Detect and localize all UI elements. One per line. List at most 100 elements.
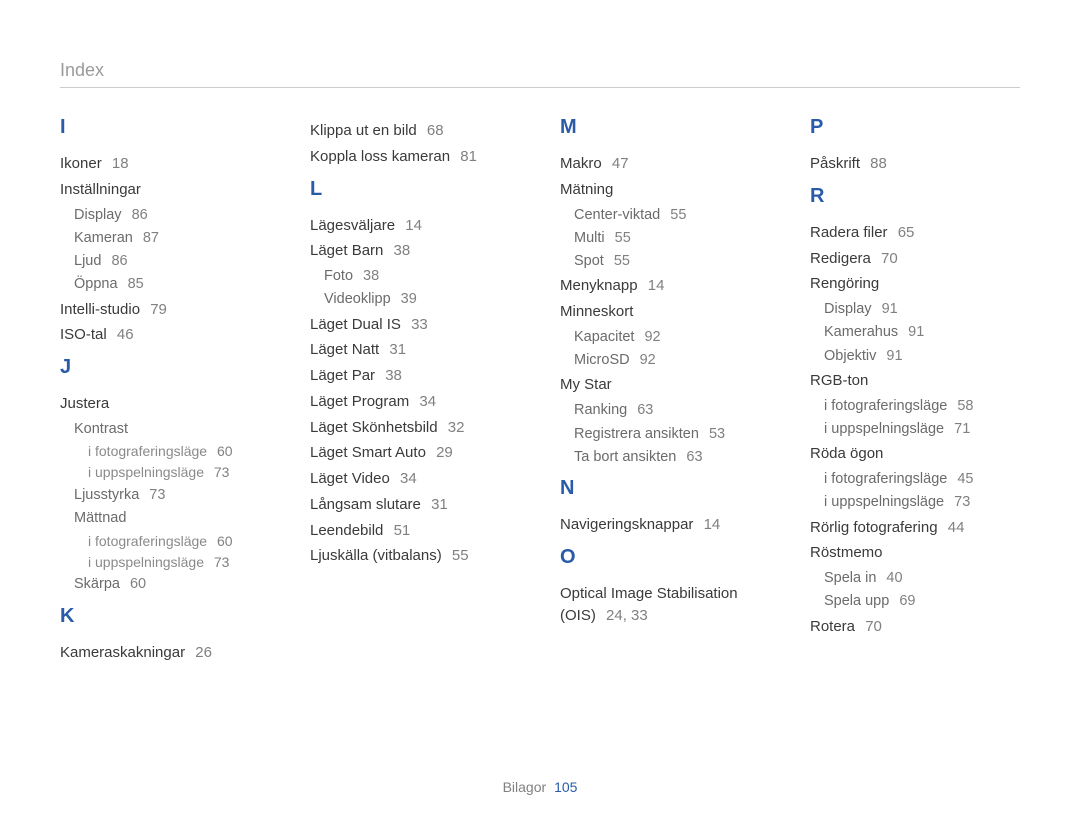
- index-entry[interactable]: i fotograferingsläge 45: [824, 469, 1020, 489]
- index-entry-page: 60: [126, 576, 146, 592]
- index-entry[interactable]: My Star: [560, 374, 770, 396]
- index-entry[interactable]: Läget Dual IS 33: [310, 314, 520, 336]
- index-entry-page: 44: [944, 519, 965, 536]
- index-entry[interactable]: Rörlig fotografering 44: [810, 517, 1020, 539]
- index-entry-label: Skärpa: [74, 576, 120, 592]
- index-entry-label: i uppspelningsläge: [824, 421, 944, 437]
- index-entry[interactable]: i uppspelningsläge 73: [824, 492, 1020, 512]
- index-entry[interactable]: Rengöring: [810, 273, 1020, 295]
- index-entry[interactable]: Läget Skönhetsbild 32: [310, 417, 520, 439]
- index-entry[interactable]: Spela in 40: [824, 568, 1020, 588]
- index-entry-page: 73: [145, 487, 165, 503]
- index-entry[interactable]: Läget Video 34: [310, 468, 520, 490]
- index-entry[interactable]: Ikoner 18: [60, 153, 270, 175]
- index-entry[interactable]: Kameran 87: [74, 228, 270, 248]
- index-entry[interactable]: i fotograferingsläge 60: [88, 532, 270, 551]
- index-entry[interactable]: Display 86: [74, 205, 270, 225]
- index-entry[interactable]: Skärpa 60: [74, 574, 270, 594]
- index-entry[interactable]: Ljud 86: [74, 251, 270, 271]
- index-entry-label: Ranking: [574, 402, 627, 418]
- index-entry[interactable]: Intelli-studio 79: [60, 299, 270, 321]
- index-entry[interactable]: Kameraskakningar 26: [60, 642, 270, 664]
- index-entry-page: 38: [389, 242, 410, 259]
- index-column: IIkoner 18InställningarDisplay 86Kameran…: [60, 116, 270, 667]
- index-entry[interactable]: Spot 55: [574, 251, 770, 271]
- index-letter-heading: R: [810, 185, 1020, 208]
- index-entry[interactable]: i uppspelningsläge 71: [824, 419, 1020, 439]
- index-entry[interactable]: Makro 47: [560, 153, 770, 175]
- index-entry-page: 31: [427, 496, 448, 513]
- index-entry[interactable]: Kontrast: [74, 419, 270, 439]
- index-entry[interactable]: Objektiv 91: [824, 346, 1020, 366]
- index-entry-label: Kameran: [74, 230, 133, 246]
- index-entry[interactable]: Kamerahus 91: [824, 322, 1020, 342]
- index-page: Index IIkoner 18InställningarDisplay 86K…: [0, 0, 1080, 815]
- index-entry[interactable]: Display 91: [824, 299, 1020, 319]
- index-entry[interactable]: Minneskort: [560, 301, 770, 323]
- index-entry[interactable]: Klippa ut en bild 68: [310, 120, 520, 142]
- index-entry[interactable]: Koppla loss kameran 81: [310, 146, 520, 168]
- index-entry[interactable]: Röda ögon: [810, 443, 1020, 465]
- index-entry-label: Rengöring: [810, 275, 879, 292]
- index-entry[interactable]: Läget Par 38: [310, 365, 520, 387]
- index-entry-label: i fotograferingsläge: [88, 533, 207, 549]
- index-entry-label: MicroSD: [574, 352, 630, 368]
- index-entry[interactable]: MicroSD 92: [574, 350, 770, 370]
- index-entry-label: Ljud: [74, 253, 101, 269]
- index-entry[interactable]: Foto 38: [324, 266, 520, 286]
- index-entry[interactable]: Läget Program 34: [310, 391, 520, 413]
- index-entry[interactable]: i uppspelningsläge 73: [88, 463, 270, 482]
- page-footer: Bilagor 105: [0, 779, 1080, 795]
- index-entry-label: Spela upp: [824, 593, 889, 609]
- index-entry-label: Kapacitet: [574, 329, 634, 345]
- index-entry[interactable]: Rotera 70: [810, 616, 1020, 638]
- index-letter-heading: L: [310, 178, 520, 201]
- index-entry[interactable]: Röstmemo: [810, 542, 1020, 564]
- index-entry[interactable]: Mättnad: [74, 508, 270, 528]
- index-entry-page: 70: [861, 618, 882, 635]
- index-entry-label: Långsam slutare: [310, 496, 421, 513]
- index-entry-label: Mättnad: [74, 510, 126, 526]
- index-entry[interactable]: Navigeringsknappar 14: [560, 514, 770, 536]
- index-entry[interactable]: Redigera 70: [810, 248, 1020, 270]
- index-entry[interactable]: Justera: [60, 393, 270, 415]
- index-entry[interactable]: Öppna 85: [74, 274, 270, 294]
- index-entry-page: 45: [953, 471, 973, 487]
- index-entry[interactable]: Läget Barn 38: [310, 240, 520, 262]
- index-entry[interactable]: Radera filer 65: [810, 222, 1020, 244]
- index-entry[interactable]: Optical Image Stabilisation (OIS) 24, 33: [560, 583, 770, 627]
- index-entry[interactable]: i uppspelningsläge 73: [88, 553, 270, 572]
- index-entry[interactable]: Ljusstyrka 73: [74, 485, 270, 505]
- index-entry[interactable]: Ljuskälla (vitbalans) 55: [310, 545, 520, 567]
- index-entry[interactable]: ISO-tal 46: [60, 324, 270, 346]
- index-entry-label: Redigera: [810, 250, 871, 267]
- index-entry-page: 63: [682, 449, 702, 465]
- index-entry-page: 92: [640, 329, 660, 345]
- index-entry[interactable]: Registrera ansikten 53: [574, 424, 770, 444]
- index-entry[interactable]: Leendebild 51: [310, 520, 520, 542]
- index-entry[interactable]: Kapacitet 92: [574, 327, 770, 347]
- index-entry[interactable]: Spela upp 69: [824, 591, 1020, 611]
- index-entry[interactable]: i fotograferingsläge 58: [824, 396, 1020, 416]
- index-entry[interactable]: Multi 55: [574, 228, 770, 248]
- index-entry[interactable]: Långsam slutare 31: [310, 494, 520, 516]
- index-entry[interactable]: Videoklipp 39: [324, 289, 520, 309]
- index-entry[interactable]: Lägesväljare 14: [310, 215, 520, 237]
- index-entry[interactable]: Inställningar: [60, 179, 270, 201]
- index-entry-label: Videoklipp: [324, 291, 391, 307]
- index-entry[interactable]: Läget Natt 31: [310, 339, 520, 361]
- index-entry[interactable]: Center-viktad 55: [574, 205, 770, 225]
- index-entry[interactable]: Menyknapp 14: [560, 275, 770, 297]
- index-entry-page: 73: [950, 494, 970, 510]
- index-entry[interactable]: Mätning: [560, 179, 770, 201]
- index-entry[interactable]: Ta bort ansikten 63: [574, 447, 770, 467]
- index-entry[interactable]: RGB-ton: [810, 370, 1020, 392]
- index-entry[interactable]: Ranking 63: [574, 400, 770, 420]
- index-entry[interactable]: Läget Smart Auto 29: [310, 442, 520, 464]
- index-entry[interactable]: Påskrift 88: [810, 153, 1020, 175]
- index-entry-label: Rotera: [810, 618, 855, 635]
- index-entry-label: Läget Par: [310, 367, 375, 384]
- index-entry[interactable]: i fotograferingsläge 60: [88, 442, 270, 461]
- index-entry-label: Inställningar: [60, 181, 141, 198]
- index-entry-page: 55: [448, 547, 469, 564]
